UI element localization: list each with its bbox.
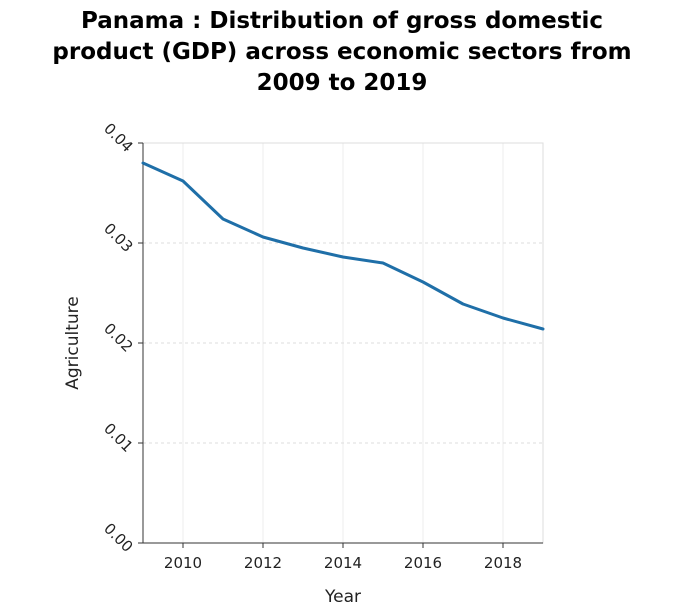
y-tick-label: 0.01: [100, 419, 136, 455]
x-tick-label: 2016: [404, 554, 442, 572]
x-tick-label: 2018: [484, 554, 522, 572]
x-tick-label: 2014: [324, 554, 362, 572]
y-axis-title: Agriculture: [63, 296, 83, 390]
y-tick-label: 0.00: [100, 519, 136, 555]
grid: [143, 143, 543, 543]
y-tick-label: 0.04: [100, 119, 136, 155]
x-axis-title: Year: [324, 587, 361, 607]
x-tick-label: 2010: [164, 554, 202, 572]
axis-ticks: 2010 2012 2014 2016 2018 0.00 0.01 0.02 0.03 0.04: [100, 119, 522, 572]
x-tick-label: 2012: [244, 554, 282, 572]
y-tick-label: 0.03: [100, 219, 136, 255]
y-tick-label: 0.02: [100, 319, 136, 355]
